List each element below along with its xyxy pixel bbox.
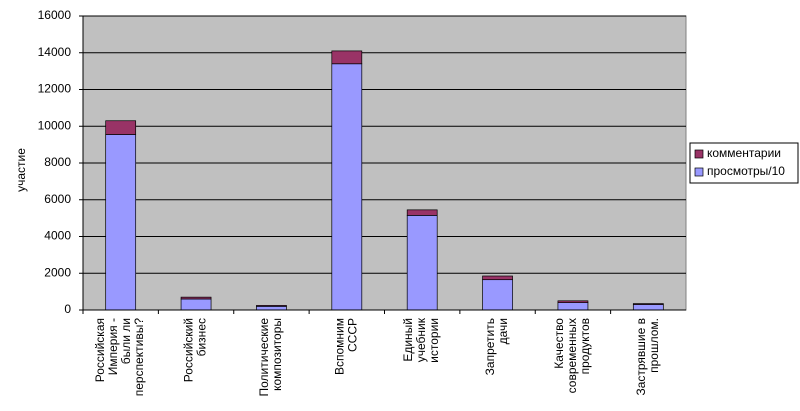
label-line: были ли bbox=[119, 318, 133, 364]
label-line: бизнес bbox=[195, 318, 209, 356]
legend bbox=[689, 142, 799, 184]
x-tick-label: Российскийбизнес bbox=[182, 318, 209, 382]
bar bbox=[406, 215, 438, 311]
bar bbox=[557, 302, 589, 311]
label-line: перспективы? bbox=[132, 318, 146, 397]
x-tick-label: Запретитьдачи bbox=[483, 318, 510, 375]
label-line: СССР bbox=[345, 318, 359, 352]
label-line: истории bbox=[427, 318, 441, 363]
y-tick-label: 6000 bbox=[44, 192, 71, 206]
y-axis-label: участие bbox=[14, 148, 28, 192]
y-tick-label: 16000 bbox=[38, 8, 72, 22]
bar bbox=[482, 279, 513, 311]
y-tick-label: 2000 bbox=[44, 265, 71, 279]
label-line: Единый bbox=[401, 318, 415, 362]
x-tick-label: РоссийскаяИмперия -были липерспективы? bbox=[93, 318, 146, 397]
bar bbox=[482, 275, 513, 281]
label-line: Российская bbox=[93, 318, 107, 382]
label-line: Вспомним bbox=[332, 318, 346, 375]
x-tick-label: Застрявшие впрошлом. bbox=[634, 318, 661, 396]
label-line: современных bbox=[565, 318, 579, 393]
bar bbox=[105, 120, 137, 135]
label-line: Империя - bbox=[106, 318, 120, 375]
legend-swatch bbox=[694, 149, 704, 159]
legend-swatch bbox=[694, 167, 704, 177]
bar bbox=[406, 209, 438, 216]
bar bbox=[180, 296, 212, 300]
bar bbox=[632, 303, 664, 305]
bar bbox=[256, 305, 287, 307]
label-line: композиторы bbox=[270, 318, 284, 391]
label-line: Застрявшие в bbox=[634, 318, 648, 396]
legend-label: комментарии bbox=[707, 146, 781, 160]
bar bbox=[632, 304, 664, 311]
legend-label: просмотры/10 bbox=[707, 164, 785, 178]
bar bbox=[256, 305, 287, 311]
label-line: дачи bbox=[496, 318, 510, 344]
x-tick-label: Единыйучебникистории bbox=[401, 317, 441, 363]
y-tick-label: 0 bbox=[64, 302, 71, 316]
x-tick-label: Политическиекомпозиторы bbox=[257, 318, 284, 397]
bar bbox=[331, 50, 363, 65]
bar bbox=[557, 300, 589, 303]
y-tick-label: 8000 bbox=[44, 155, 71, 169]
label-line: Политические bbox=[257, 318, 271, 397]
y-tick-label: 12000 bbox=[38, 82, 72, 96]
label-line: Российский bbox=[182, 318, 196, 382]
label-line: учебник bbox=[414, 317, 428, 362]
x-tick-label: ВспомнимСССР bbox=[332, 318, 359, 375]
bar bbox=[180, 298, 212, 311]
x-tick-label: Качествосовременныхпродуктов bbox=[552, 318, 592, 394]
y-tick-label: 4000 bbox=[44, 229, 71, 243]
label-line: продуктов bbox=[578, 318, 592, 374]
bar bbox=[331, 63, 363, 311]
label-line: Качество bbox=[552, 318, 566, 369]
y-tick-label: 10000 bbox=[38, 118, 72, 132]
y-tick-label: 14000 bbox=[38, 45, 72, 59]
label-line: прошлом. bbox=[647, 318, 661, 373]
label-line: Запретить bbox=[483, 318, 497, 375]
bar bbox=[105, 134, 137, 311]
